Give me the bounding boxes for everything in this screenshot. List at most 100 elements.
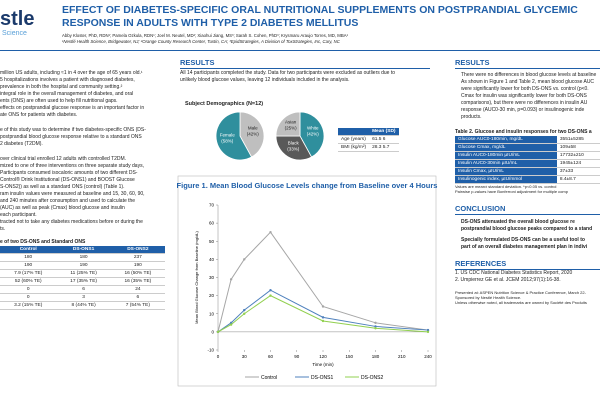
text-line: (AUC) as well as peak (Cmax) blood gluco…	[0, 205, 125, 211]
text-line: ts.	[0, 226, 6, 232]
text-line: million US adults, including ≈1 in 4 ove…	[0, 70, 143, 76]
table-cell: 1945±124	[556, 159, 600, 168]
slice-label: Black	[288, 140, 300, 145]
poster-title: EFFECT OF DIABETES-SPECIFIC ORAL NUTRITI…	[62, 4, 578, 29]
bullet: As shown in Figure 1 and Table 2, mean b…	[461, 79, 595, 85]
table-cell: 11 (25% TE)	[56, 269, 111, 278]
logo-sub: Science	[2, 30, 27, 37]
data-point	[374, 325, 377, 328]
table-header: Mean (SD)	[369, 128, 399, 136]
table-cell: 6	[110, 293, 165, 302]
table-header: DS-ONS2	[110, 246, 165, 254]
affiliation: ¹Nestlé Health Science, Bridgewater, NJ;…	[62, 39, 340, 44]
text-line: e of this study was to determine if two …	[0, 127, 146, 133]
text-line: integral role in the overall management …	[0, 91, 134, 97]
table-note: Values are mean± standard deviation. *p<…	[455, 184, 557, 189]
text-line: ate ONS for patients with diabetes.	[0, 112, 78, 118]
bullet: There were no differences in blood gluco…	[461, 72, 597, 78]
table-cell: 180	[56, 253, 111, 262]
table-cell: Glucose AUC0-180min, mg/dL	[455, 136, 557, 144]
x-axis-label: Time (min)	[312, 362, 334, 367]
x-tick-label: 180	[372, 354, 380, 359]
section-heading: RESULTS	[455, 58, 600, 69]
bullet: DS-ONS attenuated the overall blood gluc…	[461, 219, 575, 225]
x-tick-label: 0	[217, 354, 220, 359]
table-cell: 0	[0, 285, 57, 294]
demographics-title: Subject Demographics (N=12)	[185, 101, 264, 107]
table-cell: Insulin Cmax, µIU/mL	[455, 167, 557, 176]
section-heading: RESULTS	[180, 58, 430, 69]
legend-label: DS-ONS1	[311, 375, 333, 381]
bullet: part of an overall diabetes management p…	[461, 244, 588, 250]
table-cell: Insulin AUC0-30min µIU/mL	[455, 159, 557, 168]
text-line: S-ONS2)) as well as a standard ONS (cont…	[0, 184, 125, 190]
text-line: ram insulin values were measured at base…	[0, 191, 145, 197]
slice-label: White	[307, 126, 319, 131]
table-cell: 17 (35% TE)	[56, 277, 111, 286]
slice-value: (25%)	[285, 126, 298, 131]
authors: Abby Kloster, PhD, RDN¹; Pamela Ozkula, …	[62, 33, 348, 38]
data-point	[321, 316, 325, 319]
results-table: Glucose AUC0-180min, mg/dL 3551±5285 Gluco…	[455, 136, 600, 184]
x-tick-label: 210	[398, 354, 406, 359]
y-tick-label: 70	[209, 203, 215, 208]
text-line: tracted not to take any diabetes medicat…	[0, 219, 143, 225]
text-line: All 14 participants completed the study.…	[180, 70, 396, 76]
slice-label: Male	[248, 126, 258, 131]
table-cell: 180	[0, 253, 57, 262]
table-row: 180 180 237	[0, 253, 165, 262]
pie-slice	[299, 111, 325, 158]
logo: stle	[0, 8, 35, 30]
x-tick-label: 120	[319, 354, 327, 359]
pie-slice	[275, 135, 313, 161]
data-point	[269, 294, 272, 297]
table-row: Insulin AUC0-30min µIU/mL 1945±124	[455, 159, 600, 168]
slice-label: Asian	[285, 120, 297, 125]
text-line: Participants consumed isocaloric amounts…	[0, 170, 138, 176]
legend-label: Control	[261, 375, 277, 381]
x-tick-label: 240	[424, 354, 432, 359]
table-cell: 3	[56, 293, 111, 302]
right-column: There were no differences in blood gluco…	[455, 72, 600, 305]
reference: 2. Umpierrez GE et al. JCEM 2012;97(1):1…	[455, 277, 561, 283]
table-row: 3.2 (15% TE) 8 (44% TE) 7 (54% TE)	[0, 301, 165, 310]
table-cell: 16 (35% TE)	[110, 277, 165, 286]
table-row: BMI (kg/m²) 28.3 5.7	[338, 143, 399, 152]
left-column: million US adults, including ≈1 in 4 ove…	[0, 70, 165, 310]
table-row: 0 6 24	[0, 285, 165, 294]
results-text: All 14 participants completed the study.…	[180, 70, 430, 84]
table-row: Glucose AUC0-180min, mg/dL 3551±5285	[455, 136, 600, 144]
data-point	[229, 323, 233, 326]
text-line: Control® Drink Institutional (DS-ONS1) a…	[0, 177, 135, 183]
table-cell: 3.2 (15% TE)	[0, 301, 57, 310]
table-row: Control DS-ONS1 DS-ONS2	[0, 246, 165, 254]
table-header: Control	[0, 246, 57, 254]
table-header: DS-ONS1	[56, 246, 111, 254]
bullet: were significantly lower for both DS-ONS…	[461, 86, 589, 92]
y-tick-label: 30	[209, 275, 215, 280]
table-cell: Age (years)	[338, 135, 370, 144]
slice-value: (42%)	[307, 132, 320, 137]
table-cell: 109±58	[556, 143, 600, 152]
table-cell: 7.9 (17% TE)	[0, 269, 57, 278]
y-tick-label: 0	[211, 329, 214, 334]
chart-title: Figure 1. Mean Blood Glucose Levels chan…	[177, 181, 438, 190]
data-point	[374, 321, 377, 325]
data-point	[426, 328, 430, 332]
data-point	[243, 258, 246, 261]
y-tick-label: 60	[209, 221, 215, 226]
data-point	[229, 278, 233, 281]
section-heading: REFERENCES	[455, 259, 600, 270]
table-row: 7.9 (17% TE) 11 (25% TE) 16 (50% TE)	[0, 269, 165, 278]
bullet: Specially formulated DS-ONS can be a use…	[461, 237, 585, 243]
bullet: products.	[461, 114, 482, 120]
x-tick-label: 60	[268, 354, 274, 359]
slice-value: (42%)	[247, 132, 260, 137]
table-cell: 24	[110, 285, 165, 294]
text-line: and 240 minutes after consumption and us…	[0, 198, 136, 204]
demographics-table: Mean (SD) Age (years) 61.5 6 BMI (kg/m²) 28.…	[338, 128, 399, 152]
table-header	[338, 128, 370, 136]
y-tick-label: -10	[207, 348, 214, 353]
text-line: prevalence in both the hospital and comm…	[0, 84, 123, 90]
